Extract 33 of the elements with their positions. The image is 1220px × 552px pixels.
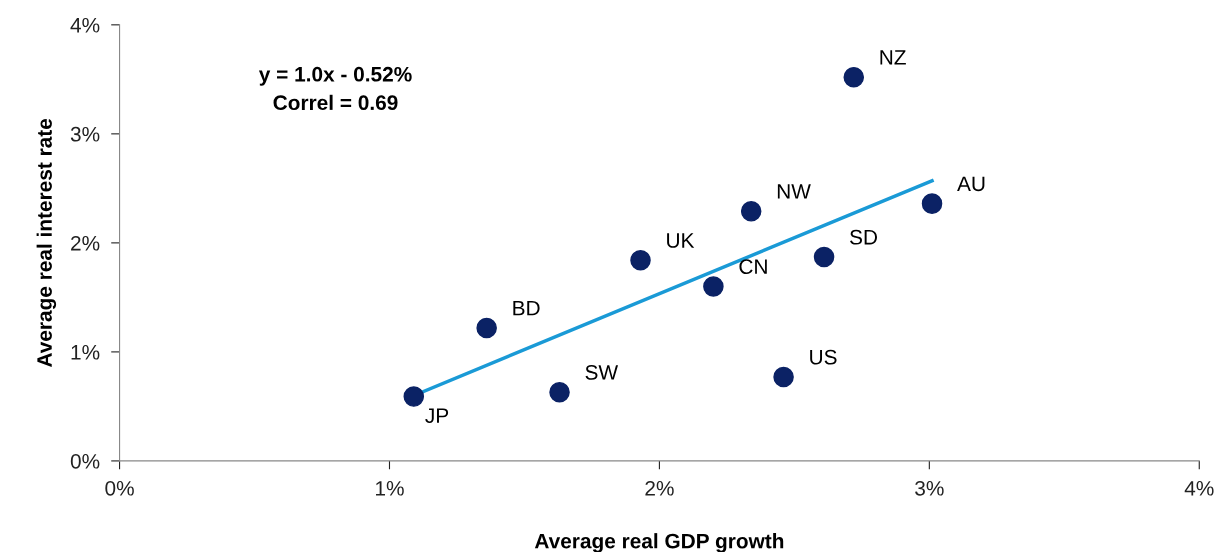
point (773, 366, 794, 388)
point (921, 193, 943, 214)
y-tick-label: 3% (70, 126, 100, 142)
x-axis-title: Average real GDP growth (534, 533, 784, 552)
y-tick-label: 1% (71, 344, 100, 360)
x-tick-label: 3% (915, 480, 944, 496)
annotation: US (810, 349, 837, 365)
point (549, 381, 570, 403)
point (703, 276, 724, 297)
annotation: UK (667, 233, 695, 248)
annotation: y = 1.0x - 0.52% Correl = 0.69 (258, 66, 412, 111)
y-tick-label: 0% (70, 453, 100, 469)
point (843, 66, 865, 88)
point (630, 250, 651, 271)
x-tick-label: 0% (105, 480, 134, 496)
annotation: CN (739, 259, 767, 275)
annotation: BD (513, 300, 540, 316)
point (476, 317, 497, 339)
annotation: NZ (880, 50, 906, 65)
annotation: SW (585, 365, 619, 380)
point (813, 246, 835, 268)
annotation: SD (850, 229, 878, 245)
x-tick-label: 2% (645, 480, 674, 496)
y-axis-title: Average real interest rate (36, 118, 57, 368)
y-tick-label: 4% (70, 17, 100, 33)
x-tick-label: 1% (376, 481, 404, 496)
annotation: AU (957, 176, 985, 192)
y-tick-label: 2% (71, 235, 100, 251)
x-tick-label: 4% (1184, 481, 1214, 496)
point (403, 386, 425, 407)
point (740, 200, 762, 222)
annotation: JP (425, 408, 449, 424)
annotation: NW (777, 184, 811, 199)
